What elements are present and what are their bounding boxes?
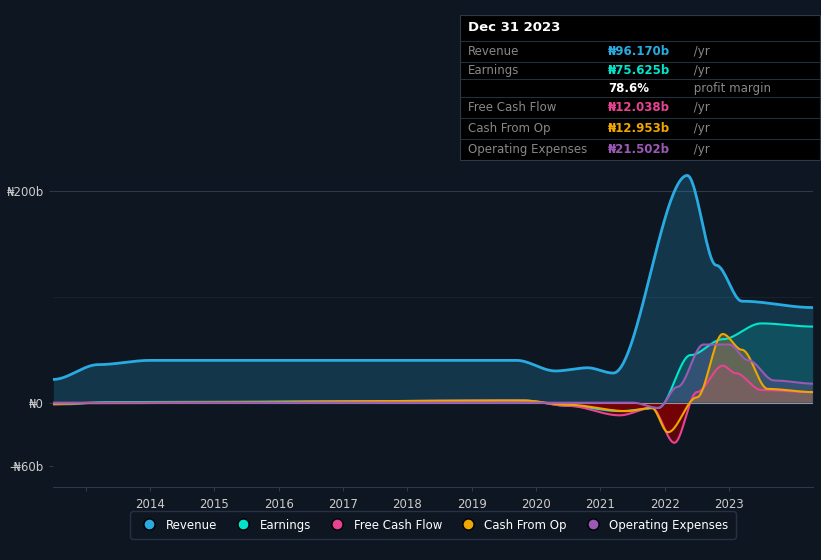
- Text: ₦12.953b: ₦12.953b: [608, 122, 670, 135]
- Text: /yr: /yr: [690, 64, 709, 77]
- Text: Cash From Op: Cash From Op: [468, 122, 551, 135]
- Text: profit margin: profit margin: [690, 82, 771, 95]
- Text: /yr: /yr: [690, 122, 709, 135]
- Text: ₦12.038b: ₦12.038b: [608, 101, 670, 114]
- Text: 78.6%: 78.6%: [608, 82, 649, 95]
- Text: Free Cash Flow: Free Cash Flow: [468, 101, 557, 114]
- Text: Revenue: Revenue: [468, 45, 520, 58]
- Text: ₦96.170b: ₦96.170b: [608, 45, 670, 58]
- Text: /yr: /yr: [690, 45, 709, 58]
- Text: Earnings: Earnings: [468, 64, 520, 77]
- Legend: Revenue, Earnings, Free Cash Flow, Cash From Op, Operating Expenses: Revenue, Earnings, Free Cash Flow, Cash …: [131, 511, 736, 539]
- Text: Dec 31 2023: Dec 31 2023: [468, 21, 561, 34]
- Text: /yr: /yr: [690, 101, 709, 114]
- Text: ₦75.625b: ₦75.625b: [608, 64, 670, 77]
- Text: ₦21.502b: ₦21.502b: [608, 143, 670, 156]
- Text: /yr: /yr: [690, 143, 709, 156]
- Text: Operating Expenses: Operating Expenses: [468, 143, 588, 156]
